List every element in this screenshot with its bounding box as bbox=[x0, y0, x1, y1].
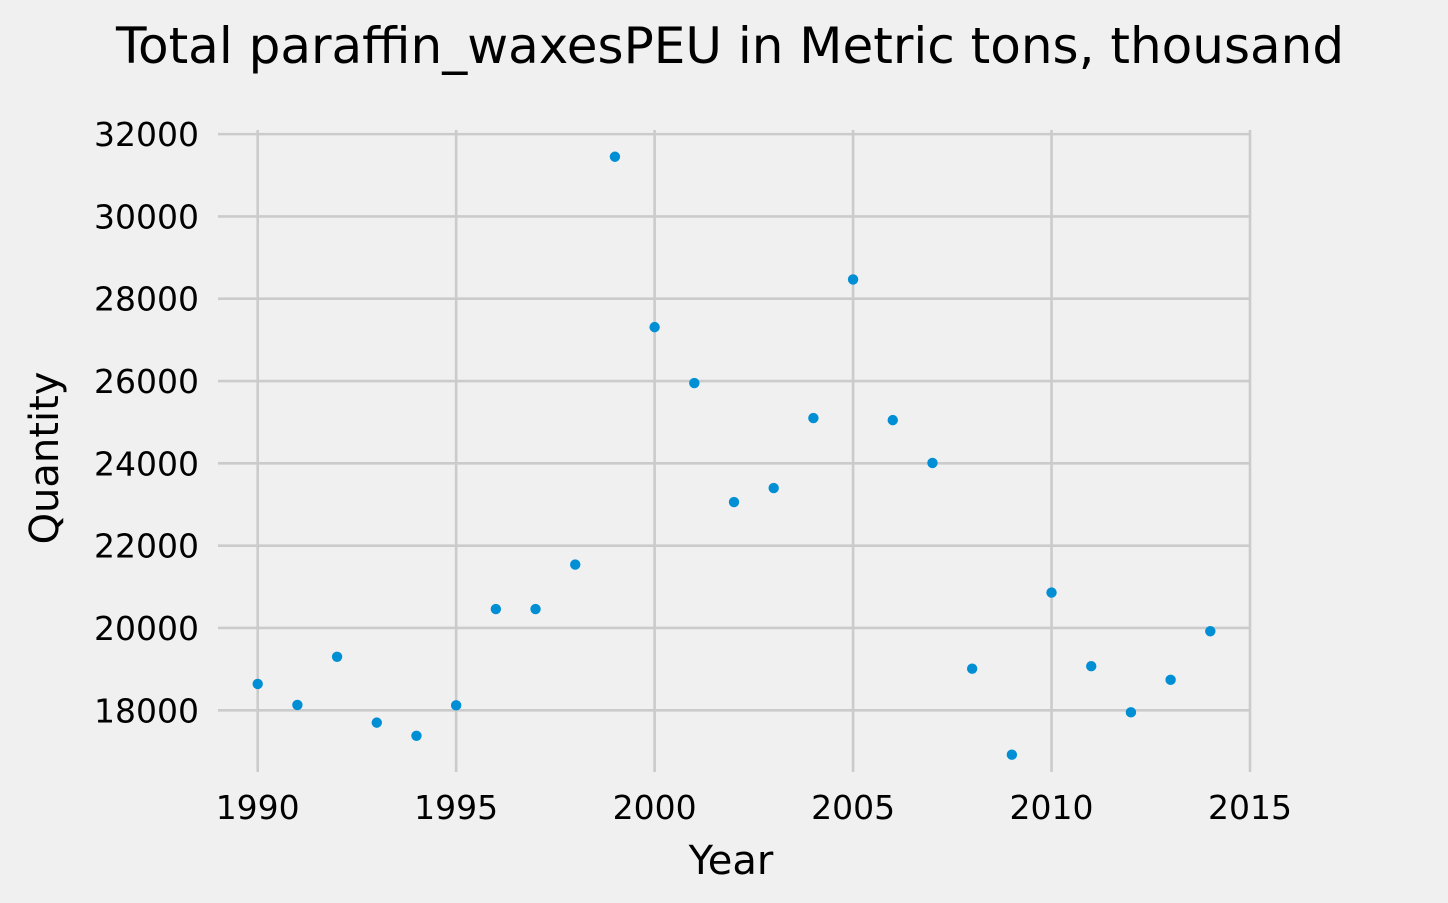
data-point bbox=[1006, 749, 1018, 760]
data-point bbox=[1165, 674, 1176, 686]
data-point bbox=[966, 663, 978, 674]
data-point bbox=[1125, 707, 1137, 718]
data-point bbox=[252, 678, 263, 690]
x-tick-labels: 1990 1995 2000 2005 2010 2015 bbox=[216, 788, 1292, 827]
data-point bbox=[371, 717, 382, 728]
x-tick-label: 2005 bbox=[811, 788, 895, 827]
y-tick-label: 28000 bbox=[94, 280, 199, 319]
data-point bbox=[490, 603, 502, 615]
x-axis-label: Year bbox=[688, 838, 774, 884]
data-point bbox=[530, 603, 541, 615]
x-tick-label: 1990 bbox=[216, 788, 300, 827]
y-tick-label: 30000 bbox=[94, 197, 199, 236]
data-point bbox=[689, 377, 700, 389]
data-point bbox=[411, 730, 422, 741]
y-tick-label: 24000 bbox=[94, 444, 199, 483]
data-point bbox=[1046, 587, 1057, 598]
y-tick-label: 18000 bbox=[94, 691, 199, 730]
y-tick-label: 32000 bbox=[94, 115, 199, 154]
grid bbox=[218, 130, 1252, 772]
data-point bbox=[887, 414, 898, 426]
x-tick-label: 2000 bbox=[613, 788, 697, 827]
data-point bbox=[768, 482, 779, 494]
data-point bbox=[331, 651, 343, 662]
data-point bbox=[450, 700, 462, 711]
y-tick-label: 20000 bbox=[94, 609, 199, 648]
data-point bbox=[1205, 626, 1216, 637]
chart-title: Total paraffin_waxesPEU in Metric tons, … bbox=[115, 17, 1344, 75]
y-tick-label: 22000 bbox=[94, 527, 199, 566]
data-point bbox=[728, 496, 740, 508]
data-point bbox=[570, 559, 581, 570]
x-tick-label: 1995 bbox=[414, 788, 498, 827]
data-point bbox=[847, 274, 859, 285]
y-axis-label: Quantity bbox=[22, 372, 68, 545]
x-tick-label: 2015 bbox=[1208, 788, 1292, 827]
data-point bbox=[808, 412, 819, 424]
x-tick-label: 2010 bbox=[1010, 788, 1094, 827]
y-tick-labels: 18000 20000 22000 24000 26000 28000 30000 32000 bbox=[94, 115, 199, 730]
y-tick-label: 26000 bbox=[94, 362, 199, 401]
data-point bbox=[927, 457, 938, 469]
data-point bbox=[292, 699, 303, 711]
data-point bbox=[609, 151, 621, 162]
data-point bbox=[1086, 661, 1097, 672]
data-points bbox=[252, 151, 1216, 760]
data-point bbox=[649, 321, 660, 333]
